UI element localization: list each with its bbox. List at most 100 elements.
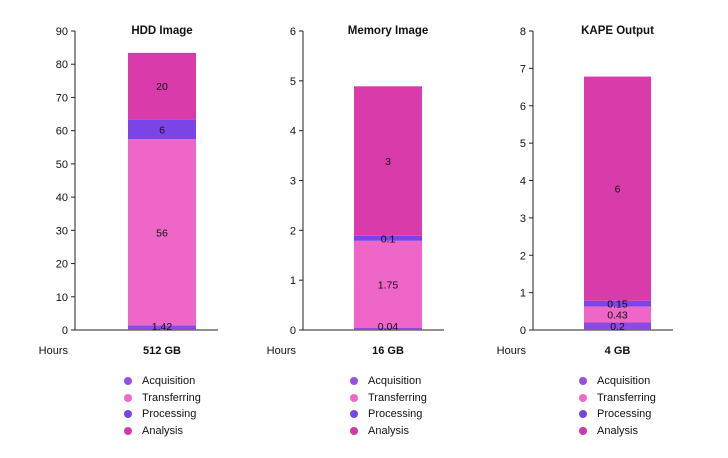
category-label: 512 GB — [143, 345, 181, 357]
legend-memory: Acquisition Transferring Processing Analysi… — [350, 373, 427, 439]
legend-hdd: Acquisition Transferring Processing Analysi… — [124, 373, 201, 439]
bar-segment-analysis — [128, 52, 196, 120]
legend-dot-icon — [350, 377, 358, 386]
category-label: 16 GB — [372, 345, 404, 357]
bar-segment-analysis — [354, 86, 422, 236]
y-tick-label: 4 — [290, 126, 296, 138]
y-tick-label: 2 — [520, 250, 526, 262]
y-tick-label: 30 — [56, 225, 68, 237]
legend-item-acquisition: Acquisition — [579, 373, 656, 390]
chart-title: KAPE Output — [581, 25, 654, 37]
chart-title: Memory Image — [348, 25, 429, 37]
data-label-processing: 6 — [159, 124, 165, 136]
legend-dot-icon — [124, 393, 132, 402]
y-tick-label: 6 — [520, 101, 526, 113]
bar-segment-processing — [128, 119, 196, 140]
legend-dot-icon — [350, 393, 358, 402]
legend-label: Processing — [142, 408, 197, 421]
legend-label: Acquisition — [142, 375, 196, 388]
x-axis-label: Hours — [39, 345, 69, 357]
legend-label: Acquisition — [368, 375, 422, 388]
y-tick-label: 70 — [56, 92, 68, 104]
legend-item-transferring: Transferring — [579, 390, 656, 407]
bar-segment-acquisition — [354, 328, 422, 330]
data-label-processing: 0.1 — [381, 233, 396, 245]
bar-segment-processing — [584, 300, 651, 307]
category-label: 4 GB — [605, 345, 631, 357]
y-tick-label: 3 — [520, 213, 526, 225]
y-tick-label: 10 — [56, 292, 68, 304]
legend-dot-icon — [124, 426, 132, 435]
y-tick-label: 0 — [62, 325, 68, 337]
legend-label: Processing — [597, 408, 652, 421]
data-label-analysis: 20 — [156, 81, 168, 93]
legend-item-acquisition: Acquisition — [124, 373, 201, 390]
legend-dot-icon — [124, 410, 132, 419]
y-tick-label: 80 — [56, 59, 68, 71]
y-tick-label: 50 — [56, 159, 68, 171]
data-label-acquisition: 1.42 — [152, 321, 173, 333]
chart-kape: KAPE Output 0 1 2 3 4 5 6 7 8 0.20.430.15 6 Hours 4 G… — [497, 25, 673, 357]
bar-segment-acquisition — [128, 325, 196, 330]
y-tick-label: 20 — [56, 259, 68, 271]
legend-item-processing: Processing — [579, 406, 656, 423]
legend-item-analysis: Analysis — [579, 423, 656, 440]
legend-label: Analysis — [142, 424, 183, 437]
y-tick-label: 1 — [290, 275, 296, 287]
data-label-analysis: 3 — [385, 156, 391, 168]
bar-segment-transferring — [128, 139, 196, 326]
y-tick-label: 4 — [520, 176, 526, 188]
chart-hdd: HDD Image 0 10 20 30 40 50 60 70 80 90 1.42 56 6 20 Hou… — [39, 25, 218, 357]
legend-label: Acquisition — [597, 375, 651, 388]
data-label-processing: 0.15 — [607, 299, 628, 311]
legend-item-analysis: Analysis — [124, 423, 201, 440]
legend-item-processing: Processing — [350, 406, 427, 423]
legend-label: Analysis — [597, 424, 638, 437]
y-tick-label: 90 — [56, 26, 68, 38]
legend-label: Analysis — [368, 424, 409, 437]
y-tick-label: 1 — [520, 288, 526, 300]
legend-dot-icon — [579, 410, 587, 419]
y-tick-label: 5 — [290, 76, 296, 88]
bar-segment-processing — [354, 235, 422, 241]
legend-label: Transferring — [597, 391, 656, 404]
y-tick-label: 0 — [290, 325, 296, 337]
chart-memory: Memory Image 0 1 2 3 4 5 6 0.04 1.75 0.1 3 Hours 16 G… — [267, 25, 444, 357]
bar-segment-transferring — [354, 240, 422, 329]
x-axis-label: Hours — [267, 345, 297, 357]
data-label-acquisition: 0.04 — [378, 321, 399, 333]
legend-item-analysis: Analysis — [350, 423, 427, 440]
data-label-analysis: 6 — [615, 184, 621, 196]
bar-segment-analysis — [584, 76, 651, 301]
bar-segment-acquisition — [584, 322, 651, 330]
y-tick-label: 8 — [520, 26, 526, 38]
y-tick-label: 3 — [290, 176, 296, 188]
data-label-acquisition: 0.2 — [610, 321, 625, 333]
y-tick-label: 2 — [290, 225, 296, 237]
data-label-transferring: 56 — [156, 227, 168, 239]
x-axis-label: Hours — [497, 345, 527, 357]
legend-dot-icon — [124, 377, 132, 386]
y-tick-label: 5 — [520, 138, 526, 150]
legend-label: Transferring — [368, 391, 427, 404]
legend-dot-icon — [350, 426, 358, 435]
y-tick-label: 60 — [56, 126, 68, 138]
legend-dot-icon — [350, 410, 358, 419]
legend-dot-icon — [579, 393, 587, 402]
y-tick-label: 0 — [520, 325, 526, 337]
legend-item-transferring: Transferring — [350, 390, 427, 407]
y-tick-label: 7 — [520, 63, 526, 75]
bar-segment-transferring — [584, 306, 651, 323]
legend-kape: Acquisition Transferring Processing Analysi… — [579, 373, 656, 439]
legend-item-transferring: Transferring — [124, 390, 201, 407]
legend-item-acquisition: Acquisition — [350, 373, 427, 390]
legend-dot-icon — [579, 377, 587, 386]
y-tick-label: 40 — [56, 192, 68, 204]
data-label-transferring: 0.43 — [607, 310, 628, 322]
legend-label: Processing — [368, 408, 423, 421]
legend-label: Transferring — [142, 391, 201, 404]
y-tick-label: 6 — [290, 26, 296, 38]
legend-item-processing: Processing — [124, 406, 201, 423]
chart-title: HDD Image — [131, 25, 192, 37]
